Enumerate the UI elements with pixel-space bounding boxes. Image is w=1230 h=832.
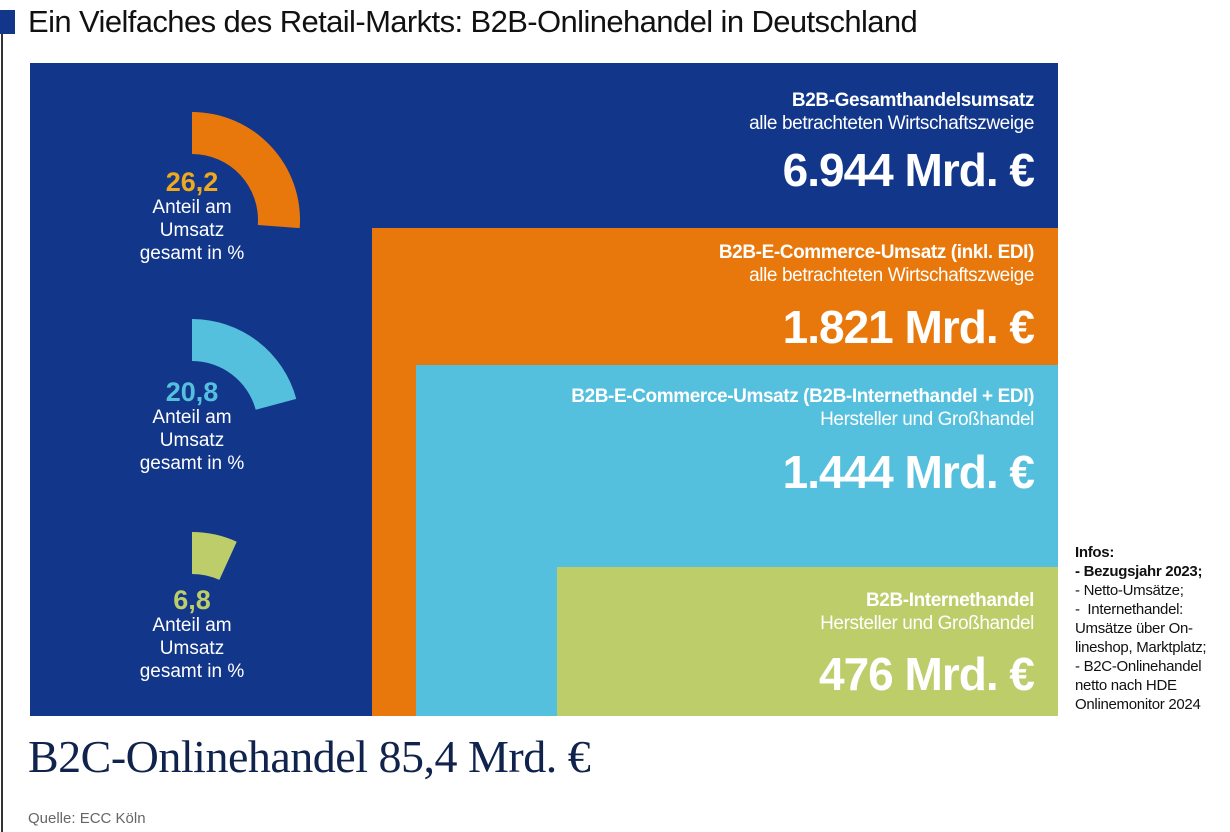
left-rule xyxy=(1,10,3,832)
source-note: Quelle: ECC Köln xyxy=(28,810,146,827)
share-label-1: 26,2 Anteil am Umsatz gesamt in % xyxy=(92,168,292,265)
info-line: Umsätze über On- xyxy=(1075,620,1193,637)
chart-title: Ein Vielfaches des Retail-Markts: B2B-On… xyxy=(28,4,918,39)
box-title: B2B-E-Commerce-Umsatz (B2B-Internethande… xyxy=(571,386,1034,407)
box-subtitle: Hersteller und Großhandel xyxy=(820,409,1034,430)
info-line: - B2C-Onlinehandel xyxy=(1075,658,1202,675)
box-title: B2B-Internethandel xyxy=(865,590,1034,611)
box-subtitle: alle betrachteten Wirtschaftszweige xyxy=(749,113,1034,134)
share-label-3: 6,8 Anteil am Umsatz gesamt in % xyxy=(92,586,292,683)
share-label-2: 20,8 Anteil am Umsatz gesamt in % xyxy=(92,378,292,475)
box-title: B2B-E-Commerce-Umsatz (inkl. EDI) xyxy=(718,242,1035,263)
share-caption: Umsatz xyxy=(159,430,225,451)
box-value: 6.944 Mrd. € xyxy=(782,144,1035,196)
box-subtitle: Hersteller und Großhandel xyxy=(820,613,1034,634)
share-caption: Umsatz xyxy=(159,220,225,241)
box-b2b-internethandel: B2B-Internethandel Hersteller und Großhan… xyxy=(557,567,1058,716)
box-value: 1.444 Mrd. € xyxy=(782,446,1035,498)
box-title: B2B-Gesamthandelsumsatz xyxy=(791,90,1035,111)
box-value: 1.821 Mrd. € xyxy=(782,301,1035,353)
title-marker xyxy=(0,10,15,34)
info-line: Onlinemonitor 2024 xyxy=(1075,696,1201,713)
info-line: netto nach HDE xyxy=(1075,677,1177,694)
share-value: 26,2 xyxy=(165,167,219,197)
share-arc-2 xyxy=(192,319,297,410)
b2c-headline: B2C-Onlinehandel 85,4 Mrd. € xyxy=(28,731,591,782)
info-line: - Bezugsjahr 2023; xyxy=(1075,563,1203,580)
share-value: 6,8 xyxy=(173,585,211,615)
info-heading: Infos: xyxy=(1075,544,1115,561)
share-value: 20,8 xyxy=(165,377,219,407)
box-value: 476 Mrd. € xyxy=(819,648,1035,700)
share-arc-1 xyxy=(192,112,300,229)
share-caption: gesamt in % xyxy=(139,453,245,474)
box-subtitle: alle betrachteten Wirtschaftszweige xyxy=(749,265,1034,286)
share-caption: gesamt in % xyxy=(139,661,245,682)
info-line: lineshop, Marktplatz; xyxy=(1075,639,1207,656)
share-arcs xyxy=(192,112,300,580)
share-caption: Anteil am xyxy=(152,615,232,636)
share-caption: Anteil am xyxy=(152,197,232,218)
share-caption: gesamt in % xyxy=(139,243,245,264)
share-caption: Anteil am xyxy=(152,407,232,428)
info-line: - Internethandel: xyxy=(1075,601,1184,618)
info-line: - Netto-Umsätze; xyxy=(1075,582,1184,599)
info-box: Infos: - Bezugsjahr 2023; - Netto-Umsätz… xyxy=(1075,543,1207,714)
share-caption: Umsatz xyxy=(159,638,225,659)
share-arc-3 xyxy=(192,532,237,580)
